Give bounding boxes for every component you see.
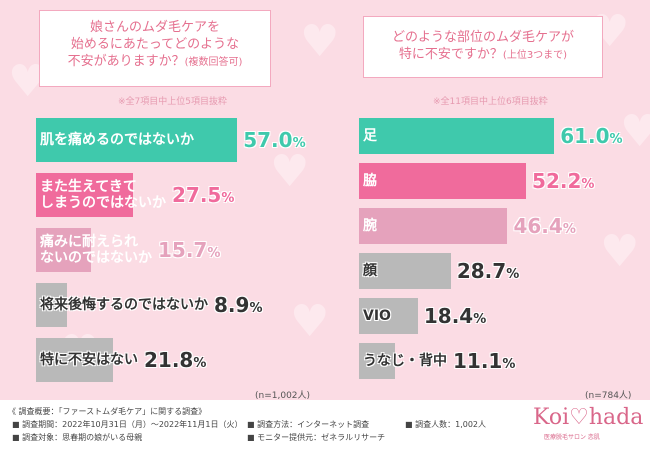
value-unit: % [207, 246, 221, 261]
left-sample-size: (n=1,002人) [255, 391, 311, 401]
value-unit: % [249, 301, 263, 316]
bar-label-5: 特に不安はない [40, 351, 138, 369]
bar-label-2: また生えてきて しまうのではないか [40, 179, 166, 211]
bar-3 [36, 228, 92, 272]
bar-label-line: 脇 [363, 173, 377, 189]
bar-6 [359, 343, 395, 379]
value-unit: % [193, 356, 207, 371]
bar-label-3: 痛みに耐えられ ないのではないか [40, 234, 152, 266]
value-number: 21.8 [144, 348, 194, 372]
value-label-1: 57.0% [243, 127, 305, 157]
value-label-5: 21.8% [144, 347, 206, 377]
bar-label-line: しまうのではないか [40, 195, 166, 211]
value-label-6: 11.1% [453, 348, 515, 378]
value-number: 52.2 [532, 169, 582, 193]
value-number: 28.7 [456, 259, 507, 283]
value-label-2: 27.5% [172, 182, 234, 212]
bar-label-line: 将来後悔するのではないか [40, 297, 208, 313]
heart-icon: ♥ [270, 146, 310, 197]
bar-4 [359, 253, 451, 289]
bar-1 [36, 118, 238, 162]
value-unit: % [473, 312, 487, 327]
value-unit: % [221, 191, 235, 206]
right-sample-size: (n=784人) [585, 391, 632, 401]
right-question-sub: (上位3つまで) [502, 50, 568, 61]
bar-3 [359, 208, 508, 244]
value-number: 15.7 [158, 238, 208, 262]
survey-footer: 《 調査概要：「ファーストムダ毛ケア」に関する調査》 ■ 調査期間：2022年1… [0, 400, 650, 450]
left-note: ※全7項目中上位5項目抜粋 [118, 97, 227, 107]
right-question-line-2-wrap: 特に不安ですか？(上位3つまで) [364, 46, 602, 64]
value-label-2: 52.2% [532, 168, 594, 198]
bar-label-line: うなじ・背中 [363, 353, 447, 369]
bar-label-1: 肌を痛めるのではないか [40, 131, 194, 149]
right-question-line-1: どのような部位のムダ毛ケアが [391, 30, 574, 45]
survey-target: ■ 調査対象：思春期の娘がいる母親 [12, 433, 143, 442]
bar-label-2: 脇 [363, 172, 377, 190]
bar-1 [359, 118, 555, 154]
right-question-line-2: 特に不安ですか？ [398, 47, 503, 62]
value-number: 27.5 [172, 183, 222, 207]
value-number: 57.0 [243, 128, 293, 152]
value-number: 46.4 [513, 214, 563, 238]
value-unit: % [562, 222, 576, 237]
left-question-sub: (複数回答可) [184, 57, 243, 68]
value-unit: % [292, 136, 306, 151]
bar-label-line: 特に不安はない [40, 352, 138, 368]
bar-label-4: 将来後悔するのではないか [40, 296, 208, 314]
value-label-1: 61.0% [560, 123, 622, 153]
value-number: 8.9 [214, 293, 250, 317]
heart-icon: ♥ [290, 296, 330, 347]
left-question-line-3: 不安がありますか？ [67, 54, 185, 69]
bar-label-6: うなじ・背中 [363, 352, 447, 370]
value-label-4: 8.9% [214, 292, 262, 322]
bar-label-line: VIO [363, 308, 391, 324]
heart-icon: ♥ [620, 106, 650, 157]
brand-logo: Koi♡hada [533, 405, 644, 430]
left-question-box: 娘さんのムダ毛ケアを 始めるにあたってどのような 不安がありますか？(複数回答可… [39, 10, 271, 87]
right-question-box: どのような部位のムダ毛ケアが 特に不安ですか？(上位3つまで) [363, 16, 603, 78]
survey-monitor: ■ モニター提供元：ゼネラルリサーチ [247, 433, 386, 442]
value-unit: % [609, 132, 623, 147]
bar-5 [36, 338, 113, 382]
bar-label-line: ないのではないか [40, 250, 152, 266]
bar-4 [36, 283, 68, 327]
bar-label-5: VIO [363, 307, 391, 325]
bar-label-line: 足 [363, 128, 377, 144]
value-label-4: 28.7% [457, 258, 519, 288]
value-unit: % [506, 267, 520, 282]
value-label-5: 18.4% [424, 303, 486, 333]
survey-period: ■ 調査期間：2022年10月31日（月）～2022年11月1日（火） [12, 420, 243, 429]
value-number: 11.1 [453, 349, 503, 373]
left-question-line-1: 娘さんのムダ毛ケアを [89, 20, 220, 35]
bar-label-line: 痛みに耐えられ [40, 234, 138, 250]
left-question-line-2: 始めるにあたってどのような [70, 37, 240, 52]
bar-label-line: 顔 [363, 263, 377, 279]
left-question-line-3-wrap: 不安がありますか？(複数回答可) [40, 53, 270, 71]
heart-icon: ♥ [300, 16, 340, 67]
value-unit: % [581, 177, 595, 192]
bar-label-line: また生えてきて [40, 179, 137, 195]
survey-count: ■ 調査人数：1,002人 [405, 420, 487, 429]
survey-title: 《 調査概要：「ファーストムダ毛ケア」に関する調査》 [8, 407, 207, 416]
brand-logo-subtitle: 医療脱毛サロン 恋肌 [544, 434, 600, 441]
bar-2 [36, 173, 134, 217]
bar-5 [359, 298, 418, 334]
value-number: 18.4 [423, 304, 474, 328]
bar-2 [359, 163, 527, 199]
bar-label-line: 肌を痛めるのではないか [40, 132, 194, 148]
value-unit: % [502, 357, 516, 372]
value-number: 61.0 [560, 124, 610, 148]
bar-label-4: 顔 [363, 262, 377, 280]
bar-label-1: 足 [363, 127, 377, 145]
bar-label-3: 腕 [363, 217, 377, 235]
value-label-3: 46.4% [513, 213, 575, 243]
bar-label-line: 腕 [363, 218, 377, 234]
survey-method: ■ 調査方法：インターネット調査 [247, 420, 370, 429]
heart-icon: ♥ [600, 226, 640, 277]
right-note: ※全11項目中上位6項目抜粋 [433, 97, 548, 107]
value-label-3: 15.7% [158, 237, 220, 267]
